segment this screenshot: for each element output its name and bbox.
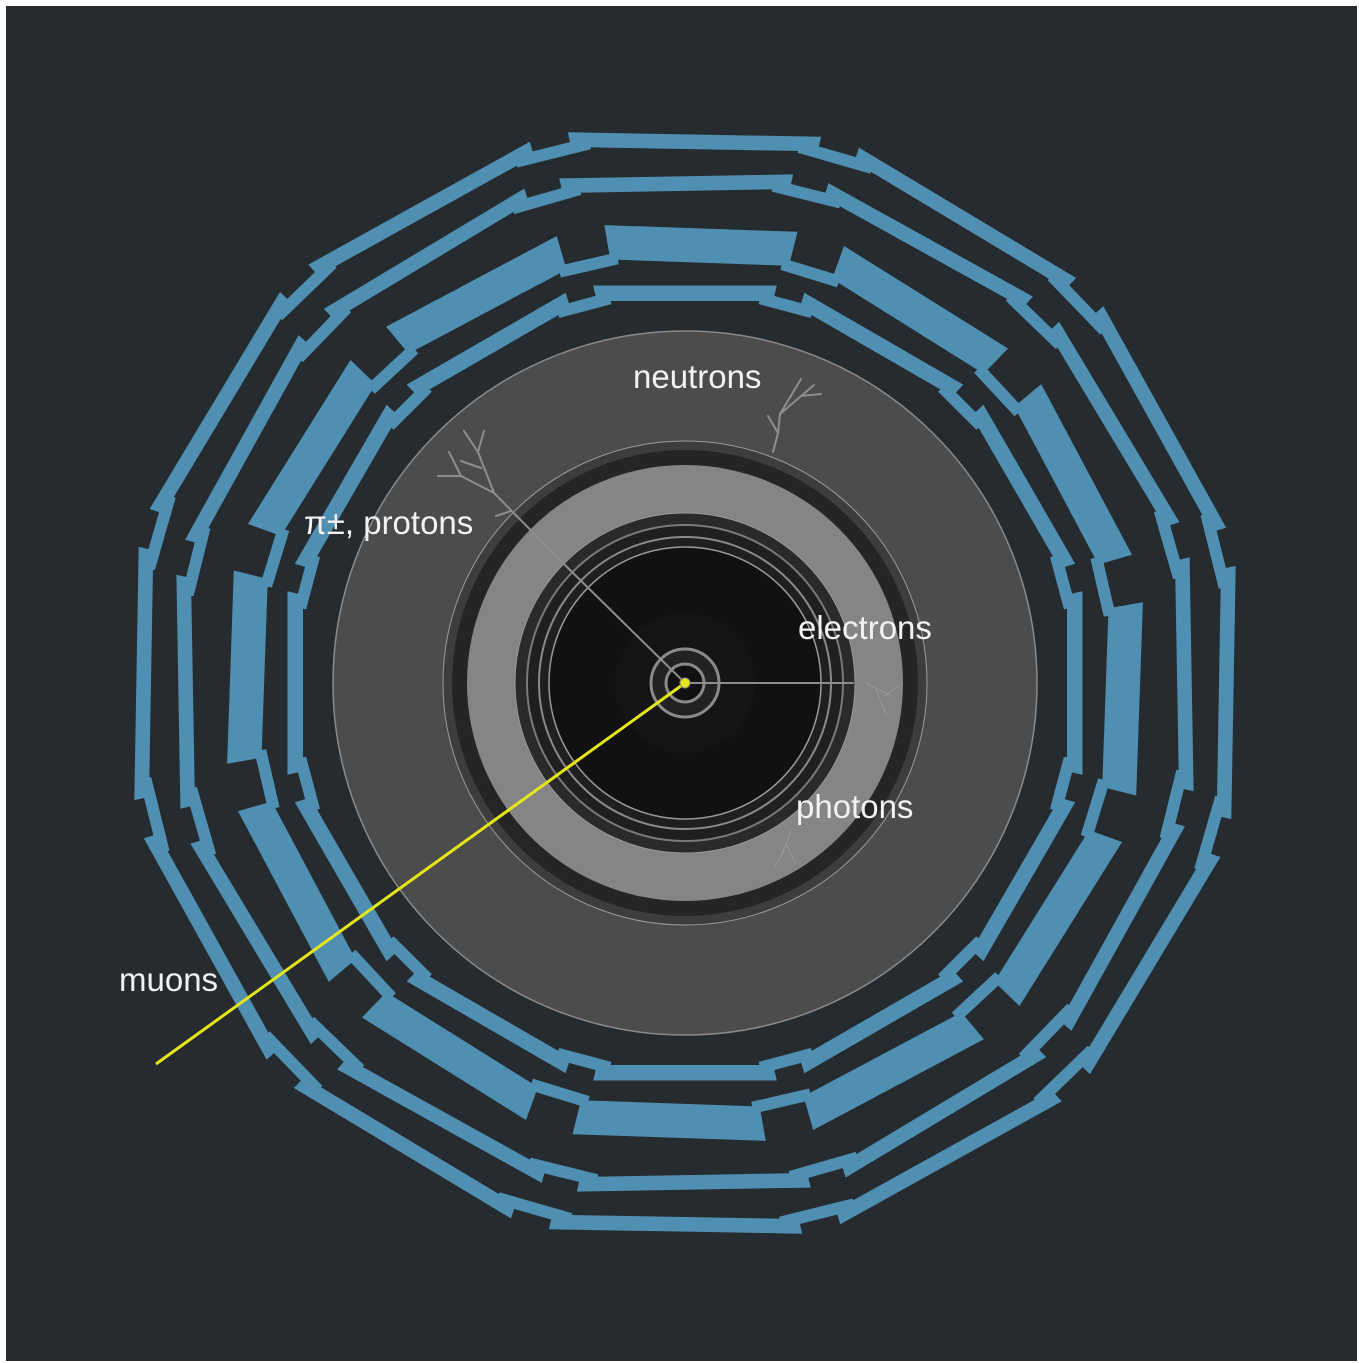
muon-chamber-overlap xyxy=(758,292,815,318)
muon-chamber-overlap xyxy=(294,553,320,610)
muon-chamber xyxy=(1060,822,1185,1031)
photon-shower xyxy=(773,830,797,869)
muon-track xyxy=(155,681,686,1066)
muon-chamber-overlap xyxy=(797,141,875,174)
neutron-shower xyxy=(767,378,822,453)
muon-chamber-overlap xyxy=(143,493,176,571)
muon-chamber-overlap xyxy=(771,179,843,209)
muon-chamber xyxy=(176,574,195,809)
muon-chamber-overlap xyxy=(1200,511,1231,589)
muon-chamber xyxy=(294,404,399,569)
electron-shower xyxy=(865,682,900,715)
muon-chamber xyxy=(1175,557,1194,792)
particle-tracks xyxy=(437,378,900,869)
muon-chamber-overlap xyxy=(557,252,619,278)
muon-chamber xyxy=(799,292,964,397)
muon-chamber xyxy=(971,797,1076,962)
muon-chamber xyxy=(841,1046,1047,1178)
muon-chamber-overlap xyxy=(951,972,1004,1022)
muon-chamber xyxy=(406,292,571,397)
muon-chamber xyxy=(308,141,534,276)
muon-chamber-overlap xyxy=(974,364,1024,417)
muon-chamber xyxy=(803,1012,984,1130)
muon-chamber xyxy=(362,992,538,1120)
muon-chamber-overlap xyxy=(495,1192,573,1225)
muon-chamber xyxy=(836,1090,1062,1225)
muon-chamber-overlap xyxy=(1194,795,1227,873)
muon-chamber-overlap xyxy=(1090,555,1116,617)
muon-chamber xyxy=(134,546,154,801)
muon-chamber-overlap xyxy=(780,258,842,288)
muon-chamber xyxy=(548,1214,803,1234)
muon-chamber xyxy=(832,246,1008,374)
muon-chamber-overlap xyxy=(528,1078,590,1108)
muon-chamber-overlap xyxy=(181,525,211,597)
muon-chamber-overlap xyxy=(1080,778,1110,840)
muon-chamber-overlap xyxy=(555,1048,612,1074)
hadron-shower xyxy=(437,430,570,570)
muon-chamber xyxy=(1014,384,1132,565)
muon-chamber xyxy=(576,1173,811,1192)
muon-chamber xyxy=(799,969,964,1074)
muon-chamber xyxy=(572,1100,766,1141)
muon-chamber-overlap xyxy=(254,749,280,811)
muon-chamber xyxy=(323,188,529,320)
muon-chamber xyxy=(386,236,567,354)
muon-chamber xyxy=(293,1077,516,1219)
pion-track xyxy=(568,568,686,684)
muon-chamber-overlap xyxy=(1153,508,1185,580)
muon-chamber xyxy=(559,174,794,193)
muon-chamber xyxy=(994,830,1122,1006)
muon-chamber xyxy=(1102,602,1143,796)
muon-system xyxy=(134,132,1236,1234)
muon-chamber xyxy=(190,839,322,1045)
muon-chamber xyxy=(406,969,571,1074)
label-photons: photons xyxy=(796,788,913,825)
muon-chamber xyxy=(185,335,310,544)
muon-chamber xyxy=(971,404,1076,569)
muon-chamber-overlap xyxy=(527,1157,599,1187)
muon-chamber xyxy=(1048,321,1180,527)
muon-chamber xyxy=(149,291,291,514)
muon-chamber xyxy=(238,801,356,982)
detector-diagram: neutrons π±, protons electrons photons m… xyxy=(119,132,1236,1234)
collision-point xyxy=(679,677,691,689)
muon-chamber-overlap xyxy=(346,949,396,1002)
label-neutrons: neutrons xyxy=(633,358,761,395)
muon-chamber xyxy=(227,570,268,764)
muon-chamber xyxy=(593,1065,777,1081)
muon-chamber xyxy=(1079,852,1221,1075)
label-pions-protons: π±, protons xyxy=(304,504,473,541)
muon-chamber-overlap xyxy=(1050,553,1076,610)
label-electrons: electrons xyxy=(798,609,932,646)
label-muons: muons xyxy=(119,961,218,998)
muon-chamber-overlap xyxy=(366,344,419,394)
detector-cross-section: neutrons π±, protons electrons photons m… xyxy=(6,6,1357,1361)
muon-chamber xyxy=(824,183,1033,308)
muon-chamber xyxy=(604,225,798,266)
muon-chamber xyxy=(593,285,777,301)
muon-chamber xyxy=(854,147,1077,289)
muon-chamber xyxy=(287,591,303,775)
muon-chamber xyxy=(1216,565,1236,820)
muon-chamber xyxy=(143,834,278,1060)
muon-chamber xyxy=(1067,591,1083,775)
muon-chamber xyxy=(567,132,822,152)
muon-chamber-overlap xyxy=(260,526,290,588)
muon-chamber-overlap xyxy=(1159,769,1189,841)
muon-chamber xyxy=(248,360,376,536)
muon-chamber-overlap xyxy=(1050,756,1076,813)
muon-chamber-overlap xyxy=(751,1088,813,1114)
muon-chamber xyxy=(1092,306,1227,532)
muon-chamber xyxy=(337,1058,546,1183)
muon-chamber xyxy=(294,797,399,962)
